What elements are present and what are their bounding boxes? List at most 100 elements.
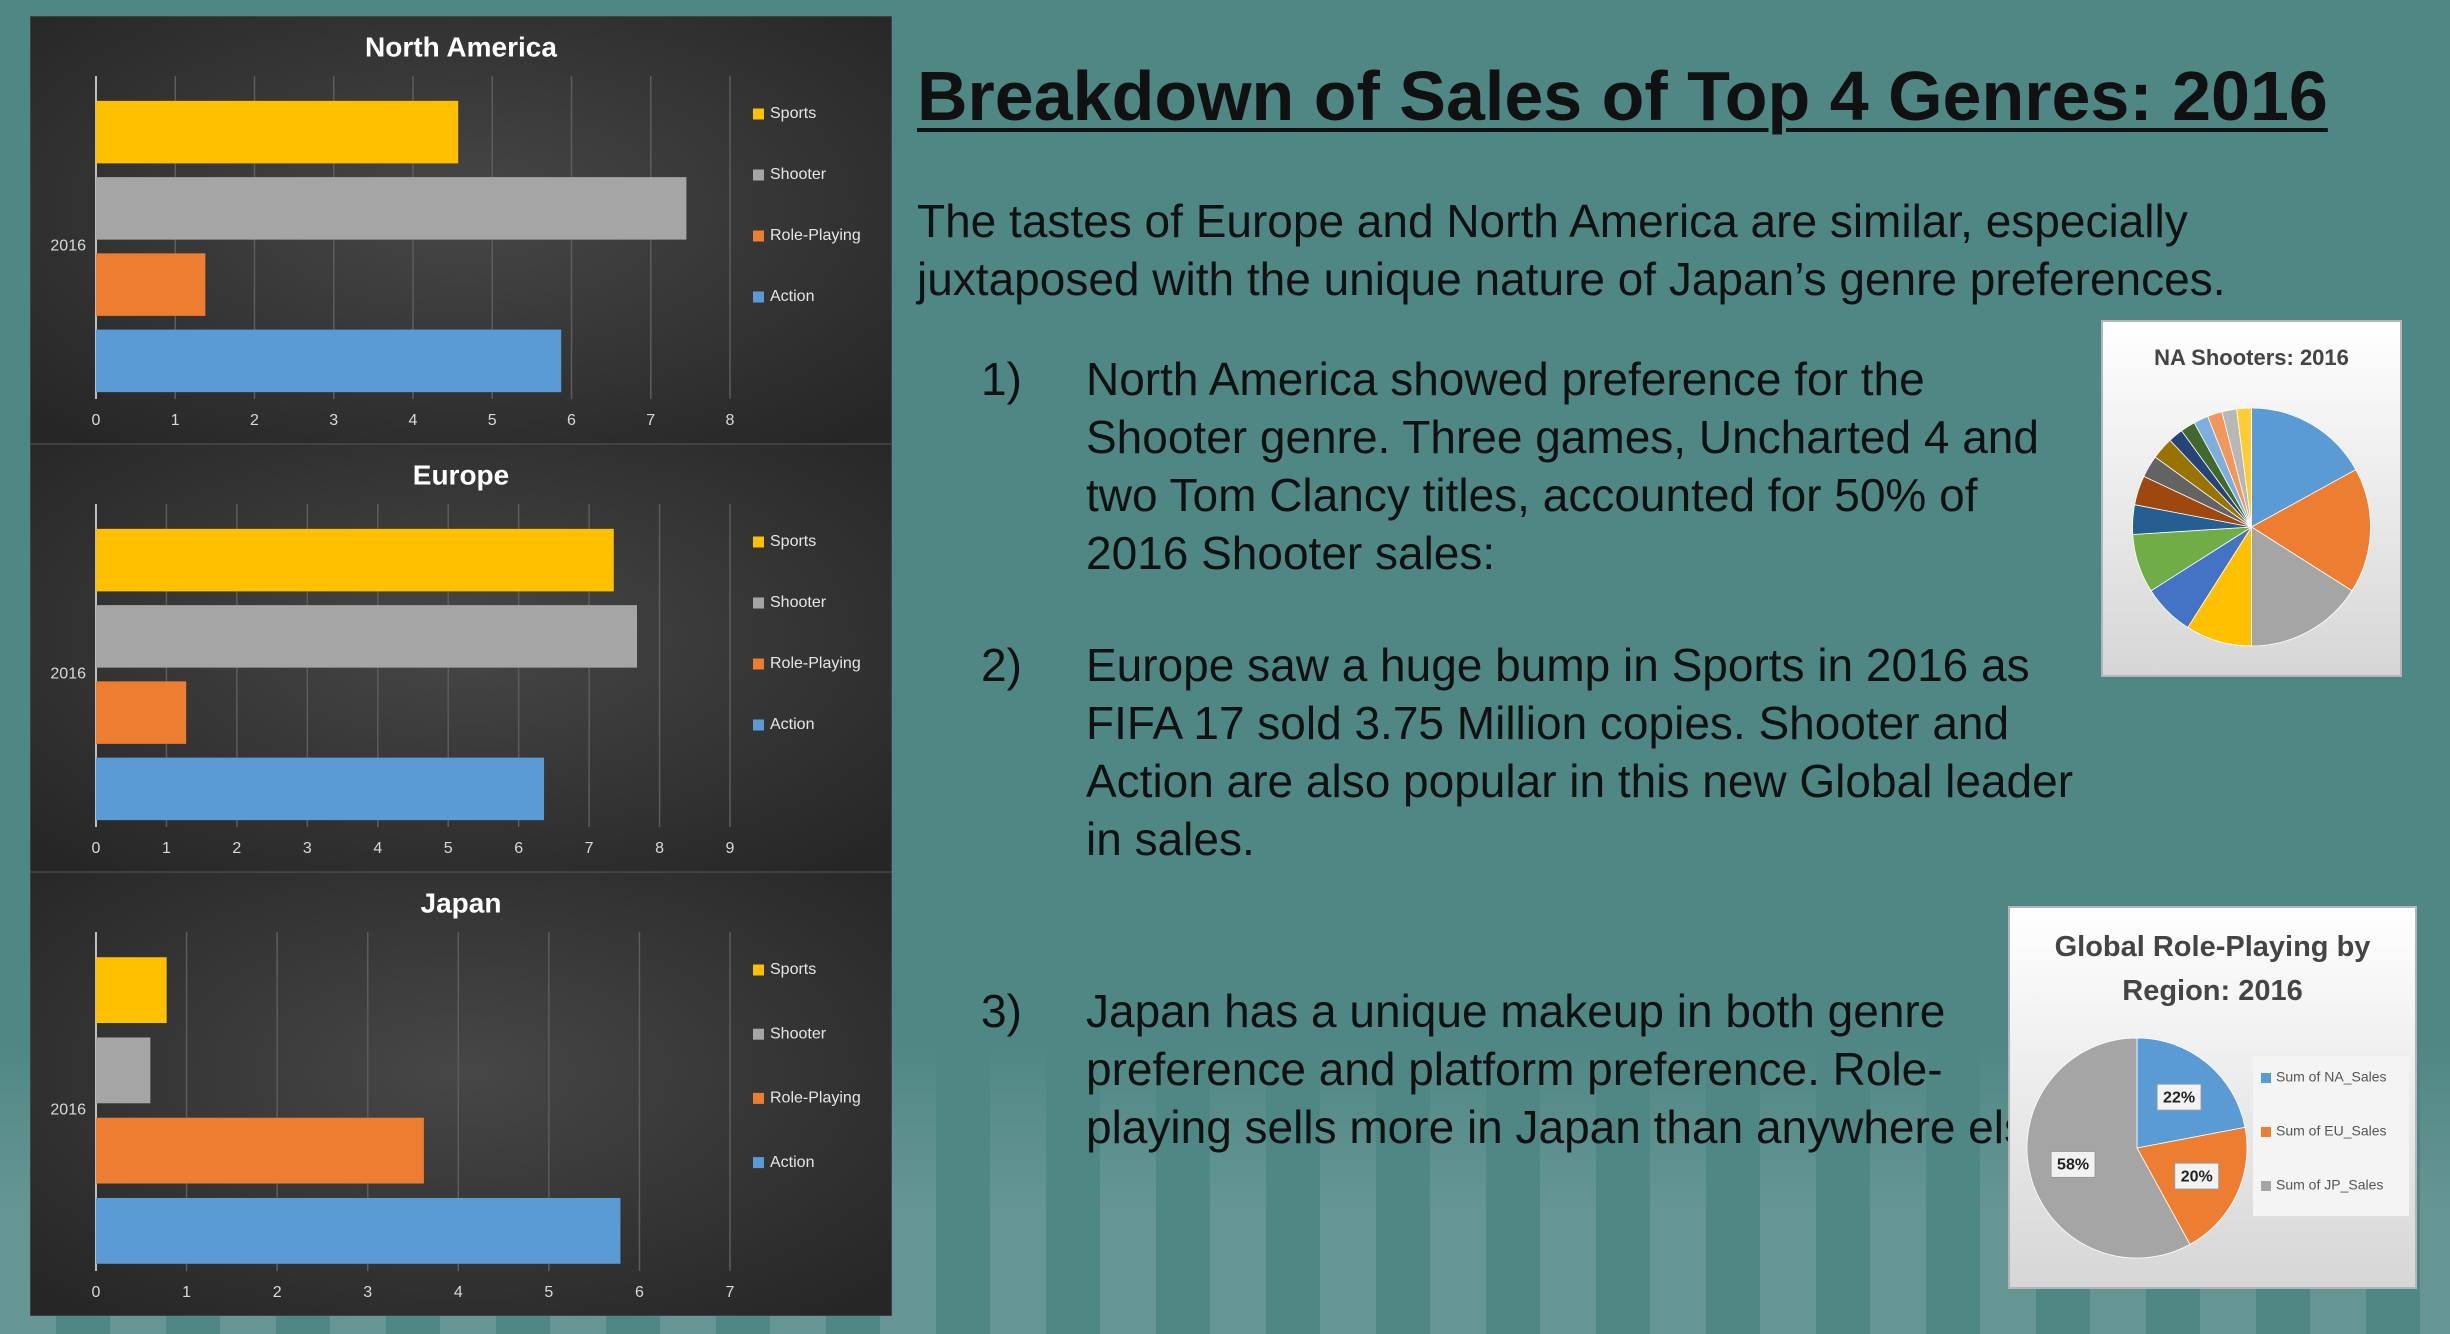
label-box	[2174, 1162, 2220, 1190]
x-tick-label: 2	[273, 1284, 282, 1301]
legend-label: Role-Playing	[770, 227, 861, 244]
pie-slice	[2236, 407, 2252, 528]
japan-chart: Japan 0 1 2 3 4 5 6 7 2016 Sports Shooter Role-Playi…	[30, 872, 892, 1316]
label-box	[2156, 1083, 2202, 1111]
x-tick-label: 1	[182, 1284, 191, 1301]
legend-label: Shooter	[770, 1025, 827, 1042]
x-tick-label: 1	[171, 412, 180, 429]
point-number: 1)	[981, 353, 1022, 405]
x-tick-label: 0	[92, 412, 101, 429]
category-label: 2016	[50, 1102, 86, 1119]
chart-title: NA Shooters: 2016	[2154, 345, 2349, 370]
legend-label: Sports	[770, 105, 816, 122]
legend-label: Action	[770, 1154, 814, 1171]
legend-swatch	[753, 658, 764, 670]
legend-label: Sports	[770, 961, 816, 978]
bar	[96, 177, 687, 240]
na-shooters-pie: NA Shooters: 2016	[2101, 320, 2402, 677]
bar	[96, 100, 459, 164]
legend-label: Shooter	[770, 166, 827, 183]
legend-label: Action	[770, 288, 814, 305]
slide-title: Breakdown of Sales of Top 4 Genres: 2016	[917, 57, 2328, 135]
x-tick-label: 5	[544, 1284, 553, 1301]
legend-swatch	[2261, 1073, 2271, 1083]
x-tick-label: 6	[567, 412, 576, 429]
x-tick-label: 6	[635, 1284, 644, 1301]
bar	[96, 681, 187, 744]
bar	[96, 329, 562, 393]
pie-slice	[2026, 1037, 2191, 1259]
legend-swatch	[753, 291, 764, 303]
legend-label: Role-Playing	[770, 655, 861, 672]
legend-swatch	[2261, 1181, 2271, 1191]
x-tick-label: 2	[232, 840, 241, 857]
legend-label: Role-Playing	[770, 1090, 861, 1107]
x-tick-label: 8	[726, 412, 735, 429]
legend-swatch	[753, 1092, 764, 1104]
chart-title: North America	[365, 31, 557, 62]
legend-swatch	[753, 964, 764, 976]
label-box	[2050, 1150, 2096, 1178]
chart-title: Global Role-Playing by Region: 2016	[2054, 931, 2371, 1007]
bar	[96, 1117, 424, 1184]
x-tick-label: 5	[444, 840, 453, 857]
point-text: North America showed preference for the …	[1086, 353, 2039, 579]
data-label: 58%	[2057, 1157, 2089, 1174]
legend-label: Sum of JP_Sales	[2276, 1177, 2383, 1193]
x-tick-label: 8	[655, 840, 664, 857]
bar	[96, 605, 638, 668]
point-text: Europe saw a huge bump in Sports in 2016…	[1086, 639, 2074, 865]
bar	[96, 757, 545, 821]
bar	[96, 1037, 151, 1104]
x-tick-label: 3	[329, 412, 338, 429]
legend-swatch	[753, 536, 764, 548]
x-tick-label: 3	[303, 840, 312, 857]
legend-swatch	[753, 1028, 764, 1040]
x-tick-label: 7	[585, 840, 594, 857]
point-number: 2)	[981, 639, 1022, 691]
chart-title: Japan	[421, 887, 502, 918]
data-label: 20%	[2181, 1168, 2213, 1185]
legend-label: Sports	[770, 533, 816, 550]
bar	[96, 528, 614, 592]
bar	[96, 957, 167, 1024]
legend-swatch	[753, 719, 764, 731]
x-tick-label: 7	[726, 1284, 735, 1301]
bar	[96, 253, 206, 316]
x-tick-label: 4	[454, 1284, 463, 1301]
data-label: 22%	[2163, 1089, 2195, 1106]
legend-label: Sum of NA_Sales	[2276, 1069, 2387, 1085]
legend-label: Sum of EU_Sales	[2276, 1123, 2387, 1139]
europe-chart: Europe 0 1 2 3 4 5 6 7 8 9 2016 Sports Shooter Role-Pl…	[30, 444, 892, 872]
legend-swatch	[753, 597, 764, 609]
legend-swatch	[753, 108, 764, 120]
x-tick-label: 1	[162, 840, 171, 857]
x-tick-label: 9	[726, 840, 735, 857]
point-text: Japan has a unique makeup in both genre …	[1086, 985, 2066, 1153]
legend-swatch	[2261, 1127, 2271, 1137]
x-tick-label: 2	[250, 412, 259, 429]
x-tick-label: 0	[92, 840, 101, 857]
pie-slice	[2251, 526, 2353, 647]
legend-swatch	[753, 169, 764, 181]
legend-label: Shooter	[770, 594, 827, 611]
x-tick-label: 3	[363, 1284, 372, 1301]
x-tick-label: 5	[488, 412, 497, 429]
category-label: 2016	[50, 666, 86, 683]
x-tick-label: 0	[92, 1284, 101, 1301]
intro-text: The tastes of Europe and North America a…	[917, 195, 2226, 305]
chart-title: Europe	[413, 459, 509, 490]
category-label: 2016	[50, 238, 86, 255]
x-tick-label: 7	[646, 412, 655, 429]
legend-box	[2253, 1056, 2409, 1216]
pie-slice	[2250, 469, 2371, 592]
legend-label: Action	[770, 716, 814, 733]
na-chart: North America 0 1 2 3 4 5 6 7 8 2016 Sports Shooter R…	[30, 16, 892, 444]
legend-swatch	[753, 1157, 764, 1169]
point-number: 3)	[981, 985, 1022, 1037]
role-playing-pie: 22% 20% 58% Sum of NA_Sales Sum of EU_Sales S…	[2008, 906, 2417, 1289]
x-tick-label: 6	[514, 840, 523, 857]
bar	[96, 1197, 621, 1264]
legend-swatch	[753, 230, 764, 242]
